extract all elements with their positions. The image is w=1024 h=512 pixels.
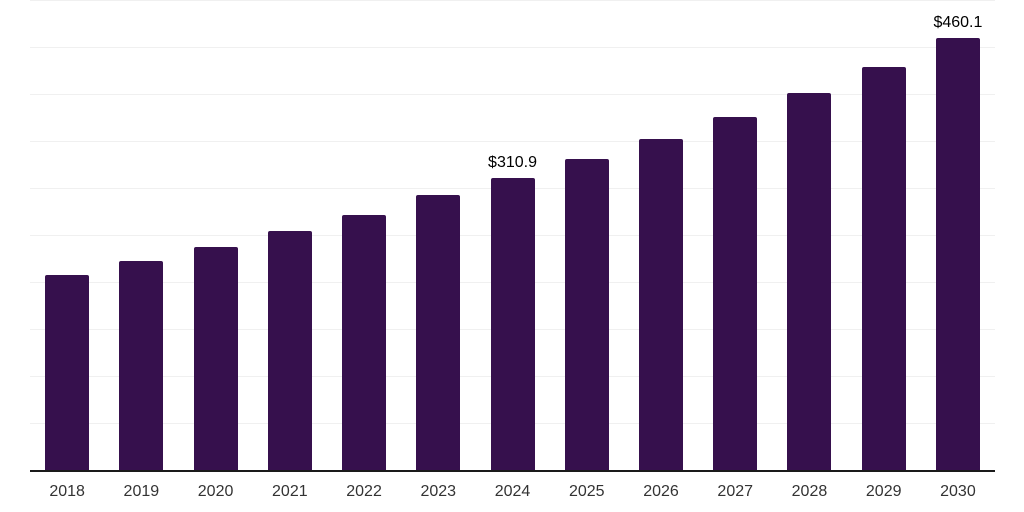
bar-2029: [861, 67, 906, 470]
bar-2028: [787, 92, 832, 470]
x-tick-2019: 2019: [123, 483, 160, 500]
bar-2026: [638, 139, 683, 470]
bar-slot-2024: $310.9: [475, 0, 549, 470]
bar-slot-2029: [847, 0, 921, 470]
bar-2021: [267, 230, 312, 470]
bar-slot-2022: [327, 0, 401, 470]
bar-slot-2021: [253, 0, 327, 470]
x-tick-2024: 2024: [494, 483, 531, 500]
x-tick-2021: 2021: [272, 483, 308, 500]
x-tick-2025: 2025: [568, 483, 605, 500]
bar-slot-2027: [698, 0, 772, 470]
bar-2020: [193, 247, 238, 470]
x-tick-2027: 2027: [717, 483, 754, 500]
x-axis: 2018 2019 2020 2021 2022 2023 2024 2025 2026 2027…: [30, 472, 995, 510]
gridline-500: [30, 0, 995, 1]
data-label-2030: $460.1: [933, 13, 983, 31]
gridline-450: [30, 47, 995, 48]
bar-2019: [119, 261, 164, 470]
x-tick-2018: 2018: [49, 483, 85, 500]
bar-slot-2030: $460.1: [921, 0, 995, 470]
bar-slot-2025: [550, 0, 624, 470]
x-tick-2022: 2022: [346, 483, 382, 500]
bar-slot-2023: [401, 0, 475, 470]
bar-slot-2026: [624, 0, 698, 470]
gridline-400: [30, 94, 995, 95]
bar-2018: [45, 275, 90, 470]
bar-slot-2018: [30, 0, 104, 470]
x-tick-2029: 2029: [865, 483, 902, 500]
bar-2024: [490, 177, 535, 470]
plot-area: $310.9 $460.1: [30, 0, 995, 472]
bar-slot-2028: [772, 0, 846, 470]
gridline-350: [30, 141, 995, 142]
x-tick-2026: 2026: [643, 483, 679, 500]
data-label-2024: $310.9: [488, 153, 537, 171]
bar-2023: [416, 194, 461, 470]
bar-2027: [713, 116, 758, 470]
x-tick-2023: 2023: [420, 483, 457, 500]
bar-slot-2020: [178, 0, 252, 470]
bar-2022: [342, 214, 387, 470]
x-tick-2020: 2020: [197, 483, 234, 500]
bar-chart: $310.9 $460.1 2018 2019 2020 2021 2022 2023 202…: [30, 0, 995, 512]
bar-2030: [935, 37, 980, 470]
bar-2025: [564, 158, 609, 470]
bar-slot-2019: [104, 0, 178, 470]
x-tick-2030: 2030: [940, 483, 976, 500]
x-tick-2028: 2028: [791, 483, 828, 500]
